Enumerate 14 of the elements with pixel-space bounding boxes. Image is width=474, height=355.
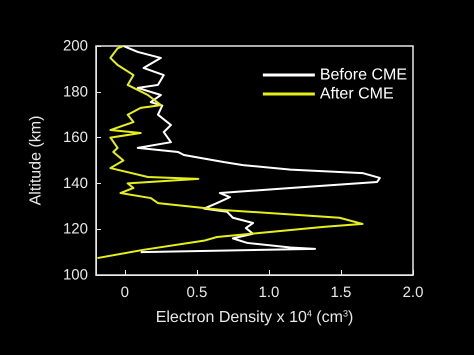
legend-label: After CME bbox=[320, 86, 394, 102]
y-tick-label: 140 bbox=[62, 174, 88, 192]
x-tick-label: 0.5 bbox=[186, 284, 208, 301]
x-tick-label: 0 bbox=[120, 284, 129, 301]
y-tick-label: 200 bbox=[62, 38, 88, 54]
x-tick-label: 1.0 bbox=[258, 284, 280, 301]
y-tick-label: 120 bbox=[62, 220, 88, 238]
y-tick-label: 100 bbox=[62, 266, 88, 284]
legend-label: Before CME bbox=[320, 66, 407, 84]
y-tick-label: 180 bbox=[62, 83, 88, 100]
x-tick-label: 1.5 bbox=[330, 284, 352, 301]
y-tick-label: 160 bbox=[62, 129, 88, 146]
y-axis-title: Altitude (km) bbox=[28, 116, 44, 206]
x-tick-label: 2.0 bbox=[402, 284, 424, 301]
